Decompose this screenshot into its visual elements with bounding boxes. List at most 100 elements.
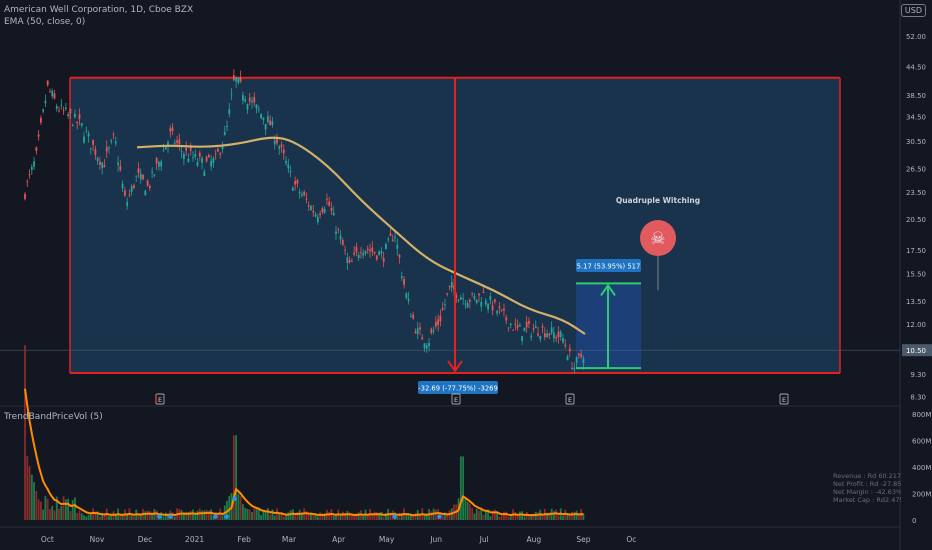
candle-body[interactable] (210, 160, 213, 167)
candle-body[interactable] (173, 142, 176, 144)
candle-body[interactable] (71, 124, 74, 126)
candle-body[interactable] (273, 140, 276, 145)
candle-body[interactable] (183, 153, 185, 159)
candle-body[interactable] (407, 298, 410, 301)
candle-body[interactable] (378, 251, 381, 255)
candle-body[interactable] (332, 212, 335, 216)
decline-measure-label-box[interactable] (418, 381, 498, 394)
candle-body[interactable] (248, 97, 251, 102)
event-bubble[interactable] (640, 220, 676, 256)
candle-body[interactable] (33, 161, 35, 167)
candle-body[interactable] (577, 353, 580, 356)
candle-body[interactable] (139, 173, 142, 180)
candle-body[interactable] (387, 238, 390, 240)
candle-body[interactable] (373, 251, 376, 254)
candle-body[interactable] (491, 305, 494, 311)
candle-body[interactable] (278, 146, 281, 149)
candle-body[interactable] (85, 131, 88, 133)
candle-body[interactable] (60, 104, 63, 106)
candle-body[interactable] (505, 317, 508, 321)
candle-body[interactable] (180, 151, 183, 153)
candle-body[interactable] (67, 114, 70, 117)
candle-body[interactable] (287, 164, 290, 169)
candle-body[interactable] (28, 174, 31, 175)
candle-body[interactable] (557, 331, 560, 338)
candle-body[interactable] (514, 323, 517, 325)
candle-body[interactable] (228, 109, 231, 114)
currency-button[interactable]: USD (900, 4, 926, 17)
candle-body[interactable] (339, 235, 342, 240)
candle-body[interactable] (498, 306, 501, 309)
candle-body[interactable] (314, 214, 317, 217)
candle-body[interactable] (564, 344, 567, 347)
candle-body[interactable] (532, 328, 535, 330)
candle-body[interactable] (509, 323, 512, 326)
candle-body[interactable] (160, 161, 163, 167)
candle-body[interactable] (94, 149, 97, 155)
candle-body[interactable] (192, 157, 194, 158)
candle-body[interactable] (151, 171, 154, 173)
candle-body[interactable] (371, 247, 374, 252)
candle-body[interactable] (137, 168, 140, 174)
candle-body[interactable] (521, 336, 524, 341)
candle-body[interactable] (362, 253, 365, 256)
candle-body[interactable] (251, 100, 253, 103)
candle-body[interactable] (62, 109, 65, 111)
candle-body[interactable] (528, 320, 530, 324)
candle-body[interactable] (303, 191, 306, 196)
candle-body[interactable] (319, 213, 321, 216)
candle-body[interactable] (539, 335, 542, 340)
candle-body[interactable] (507, 327, 510, 329)
candle-body[interactable] (158, 162, 160, 167)
candle-body[interactable] (239, 77, 242, 82)
candle-body[interactable] (121, 183, 124, 189)
candle-body[interactable] (423, 343, 426, 349)
candle-body[interactable] (80, 123, 83, 126)
candle-body[interactable] (232, 75, 235, 80)
candle-body[interactable] (478, 293, 480, 296)
candle-body[interactable] (214, 153, 217, 155)
candle-body[interactable] (412, 314, 415, 319)
candle-body[interactable] (500, 309, 503, 311)
candle-body[interactable] (226, 125, 228, 127)
candle-body[interactable] (516, 325, 519, 329)
candle-body[interactable] (42, 109, 45, 112)
candle-body[interactable] (289, 171, 292, 172)
candle-body[interactable] (96, 157, 99, 162)
candle-body[interactable] (473, 296, 476, 299)
candle-body[interactable] (364, 250, 367, 254)
candle-body[interactable] (555, 337, 558, 339)
candle-body[interactable] (276, 139, 278, 144)
candle-body[interactable] (450, 282, 453, 288)
earnings-marker[interactable]: E (565, 393, 575, 405)
ema-50-line[interactable] (136, 136, 586, 335)
candle-body[interactable] (484, 300, 487, 305)
candle-body[interactable] (448, 285, 451, 287)
candle-body[interactable] (480, 301, 483, 307)
candle-body[interactable] (380, 251, 383, 254)
candle-body[interactable] (135, 175, 138, 177)
candle-body[interactable] (203, 171, 206, 177)
candle-body[interactable] (153, 174, 156, 176)
candle-body[interactable] (46, 80, 49, 85)
candle-body[interactable] (523, 327, 526, 332)
candle-body[interactable] (439, 315, 442, 322)
candle-body[interactable] (482, 291, 485, 293)
candle-body[interactable] (503, 308, 505, 311)
candle-body[interactable] (69, 108, 72, 114)
candle-body[interactable] (489, 295, 492, 301)
candle-body[interactable] (171, 127, 174, 132)
candle-body[interactable] (110, 140, 113, 142)
candle-body[interactable] (223, 131, 226, 136)
candle-body[interactable] (398, 254, 401, 258)
ema-legend[interactable]: EMA (50, close, 0) (4, 17, 86, 27)
candle-body[interactable] (167, 141, 169, 147)
candle-body[interactable] (385, 244, 387, 250)
candle-body[interactable] (337, 229, 340, 230)
candle-body[interactable] (330, 208, 333, 211)
candle-body[interactable] (344, 249, 346, 251)
candle-body[interactable] (541, 326, 544, 328)
candle-body[interactable] (571, 367, 573, 370)
candle-body[interactable] (355, 246, 358, 252)
candle-body[interactable] (425, 345, 428, 349)
